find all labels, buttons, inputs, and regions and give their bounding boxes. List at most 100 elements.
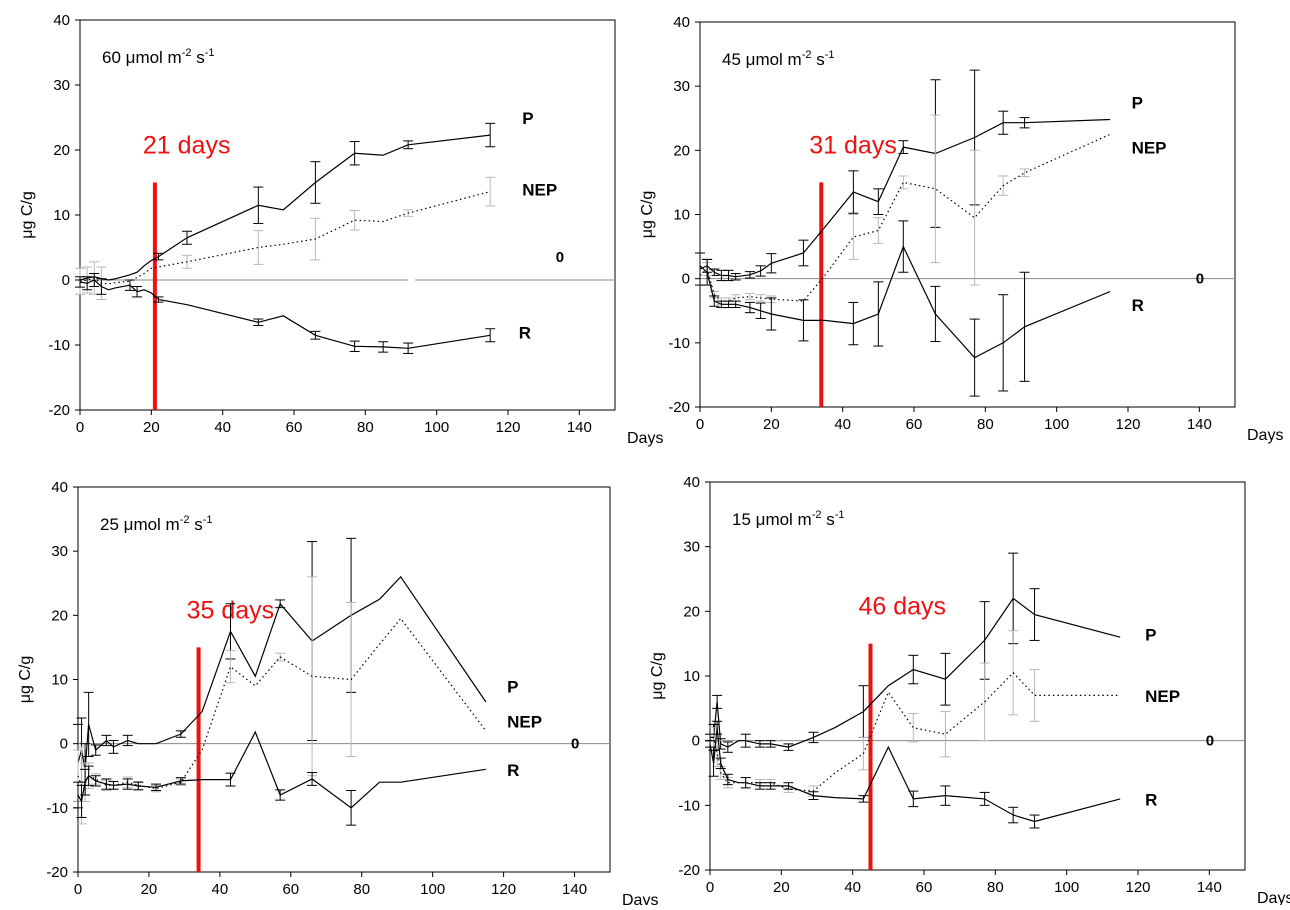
y-tick-label: 0 [62,272,70,289]
panel-title: 15 μmol m-2 s-1 [732,509,845,529]
series-line [699,118,1111,278]
y-tick-label: 10 [673,207,690,224]
series-nep: NEP [708,630,1180,797]
y-tick-label: 40 [51,479,68,496]
y-tick-label: -10 [668,335,690,352]
series-r: R [705,720,1157,829]
y-tick-label: -10 [678,797,700,814]
title-part: -1 [835,509,845,521]
series-line [79,279,491,349]
y-axis-label: μg C/g [19,191,36,238]
panel-title: 60 μmol m-2 s-1 [102,47,215,67]
y-tick-label: 40 [53,12,70,29]
title-part: s [822,510,835,529]
y-tick-label: 0 [692,733,700,750]
x-tick-label: 40 [212,881,229,898]
x-tick-label: 20 [773,879,790,896]
y-tick-label: -10 [46,800,68,817]
y-tick-label: 20 [673,142,690,159]
series-line [699,245,1111,359]
x-axis-label: Days [622,892,658,905]
series-p: P [705,552,1156,753]
title-part: mol m [133,515,179,534]
plot-frame [709,481,1246,871]
series-line [79,191,491,285]
y-tick-label: -20 [678,862,700,879]
y-axis-label: μg C/g [17,656,34,703]
title-part: μ [746,50,756,69]
series-label: P [522,109,533,128]
title-part: 45 [722,50,746,69]
title-part: s [192,48,205,67]
title-part: -2 [802,49,812,61]
y-tick-label: 0 [60,736,68,753]
y-tick-label: 40 [683,474,700,491]
series-label: NEP [522,181,557,200]
title-part: -1 [203,514,213,526]
chart-panel-1: 0 20 40 60 80 100 120 140-20-10010203040Daysμg … [19,12,663,447]
series-label: P [1132,94,1143,113]
y-tick-label: 10 [683,668,700,685]
x-tick-label: 80 [977,416,994,433]
x-tick-label: 120 [491,881,516,898]
title-part: 60 [102,48,126,67]
x-tick-label: 20 [141,881,158,898]
series-r: R [73,730,519,826]
series-label: R [1145,790,1157,809]
series-nep: NEP [699,114,1167,305]
y-tick-label: 0 [682,271,690,288]
series-label: R [519,324,531,343]
series-label: R [507,761,519,780]
x-axis-label: Days [1247,427,1283,444]
title-part: 25 [100,515,124,534]
y-tick-label: 20 [53,142,70,159]
plot-frame [77,486,611,873]
y-tick-label: 30 [51,543,68,560]
series-nep: NEP [75,176,557,300]
title-part: 15 [732,510,756,529]
x-tick-label: 60 [286,419,303,436]
title-part: mol m [135,48,181,67]
y-axis-label: μg C/g [639,191,656,238]
x-tick-label: 20 [143,419,160,436]
chart-panel-2: 0 20 40 60 80 100 120 140-20-10010203040Daysμg … [639,14,1283,444]
title-part: s [190,515,203,534]
x-tick-label: 60 [282,881,299,898]
series-r: R [699,220,1144,397]
x-tick-label: 40 [214,419,231,436]
title-part: mol m [765,510,811,529]
title-part: mol m [755,50,801,69]
x-tick-label: 120 [495,419,520,436]
x-axis-label: Days [627,430,663,447]
x-tick-label: 100 [1044,416,1069,433]
series-line [709,671,1121,792]
x-tick-label: 0 [76,419,84,436]
x-tick-label: 0 [74,881,82,898]
chart-panel-3: 0 20 40 60 80 100 120 140-20-10010203040Daysμg … [17,479,658,909]
threshold-label: 31 days [809,132,897,160]
x-tick-label: 20 [763,416,780,433]
x-tick-label: 140 [562,881,587,898]
y-tick-label: 30 [673,78,690,95]
series-label: P [1145,625,1156,644]
x-tick-label: 100 [424,419,449,436]
threshold-label: 21 days [143,131,231,159]
x-tick-label: 100 [1054,879,1079,896]
y-tick-label: -20 [48,402,70,419]
series-line [710,597,1121,748]
title-part: -1 [205,47,215,59]
series-label: P [507,677,518,696]
y-tick-label: 30 [53,77,70,94]
y-tick-label: 10 [51,672,68,689]
series-line [77,575,487,770]
x-tick-label: 140 [1197,879,1222,896]
series-label: NEP [1132,139,1167,158]
y-axis-label: μg C/g [649,652,666,699]
y-tick-label: 20 [51,607,68,624]
zero-value-label: 0 [571,736,579,753]
series-label: R [1132,296,1144,315]
y-tick-label: -20 [668,399,690,416]
series-line [709,727,1121,823]
